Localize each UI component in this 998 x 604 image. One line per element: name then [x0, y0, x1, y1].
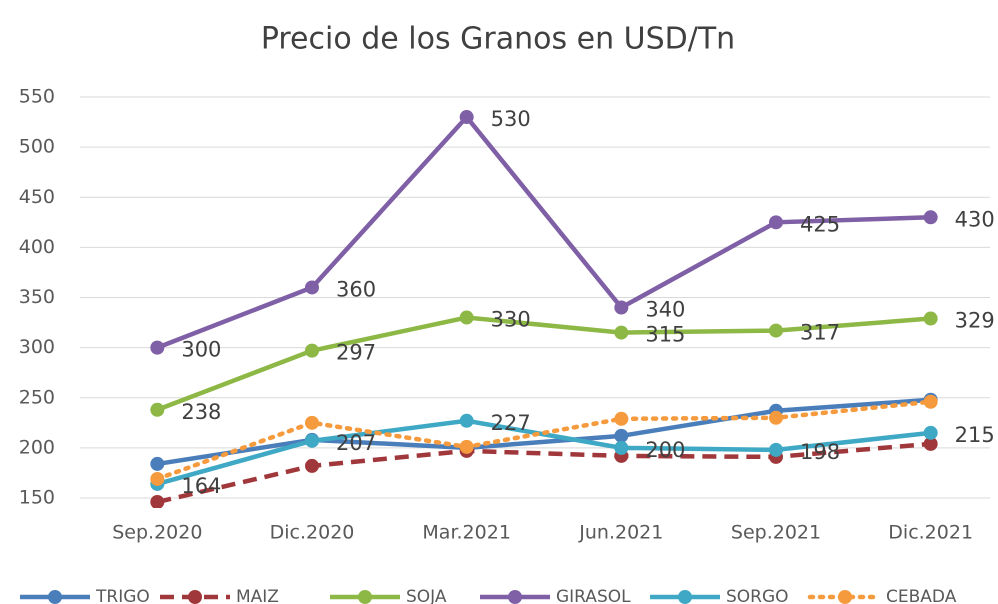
data-label: 227 — [491, 411, 531, 435]
data-label: 317 — [800, 321, 840, 345]
data-point — [150, 340, 165, 355]
y-tick-label: 200 — [19, 436, 55, 458]
data-point — [769, 410, 783, 425]
legend-label: TRIGO — [95, 587, 150, 604]
data-label: 360 — [336, 277, 376, 301]
data-point — [305, 280, 319, 295]
y-tick-label: 400 — [19, 236, 55, 258]
legend-label: GIRASOL — [556, 587, 631, 604]
chart-title: Precio de los Granos en USD/Tn — [261, 22, 735, 57]
x-tick-label: Mar.2021 — [422, 522, 511, 544]
legend-marker — [508, 590, 522, 604]
data-point — [614, 300, 629, 315]
x-tick-label: Jun.2021 — [578, 522, 663, 544]
legend-marker — [358, 590, 372, 604]
series-line — [156, 441, 931, 505]
y-tick-label: 550 — [19, 86, 55, 108]
data-point — [923, 436, 938, 451]
legend-marker — [838, 590, 852, 604]
data-label: 425 — [800, 212, 840, 236]
y-tick-label: 250 — [19, 386, 55, 408]
legend-label: CEBADA — [886, 587, 957, 604]
data-point — [459, 110, 474, 125]
data-label: 297 — [336, 341, 376, 365]
legend-label: MAIZ — [236, 587, 279, 604]
data-point — [150, 456, 165, 471]
legend-label: SORGO — [726, 587, 789, 604]
data-point — [150, 495, 165, 508]
data-label: 530 — [491, 107, 531, 131]
y-tick-label: 150 — [19, 487, 55, 509]
legend-marker — [678, 590, 692, 604]
series-line — [155, 399, 933, 482]
data-label: 329 — [955, 309, 995, 333]
x-tick-label: Dic.2021 — [888, 522, 973, 544]
legend-marker — [48, 590, 62, 604]
legend-marker — [188, 590, 202, 604]
data-label: 315 — [645, 323, 685, 347]
x-tick-label: Dic.2020 — [270, 522, 355, 544]
data-point — [769, 215, 783, 230]
data-point — [305, 433, 319, 448]
data-label: 164 — [181, 474, 221, 498]
data-point — [459, 310, 474, 325]
legend: TRIGO MAIZ SOJA GIRASOL SORGO CEBADA — [20, 587, 957, 604]
series-line — [156, 397, 931, 467]
data-point — [305, 415, 319, 430]
y-tick-label: 350 — [19, 286, 55, 308]
data-label: 340 — [645, 298, 685, 322]
data-point — [150, 402, 165, 417]
legend-label: SOJA — [406, 587, 447, 604]
data-label: 198 — [800, 440, 840, 464]
grid: 150 200 250 300 350 400 450 500 550 Sep.2020 Dic.2… — [19, 86, 990, 544]
data-point — [459, 439, 474, 454]
data-label: 207 — [336, 431, 376, 455]
series-line — [156, 113, 931, 350]
data-label: 200 — [645, 438, 685, 462]
data-point — [614, 411, 629, 426]
data-point — [614, 440, 629, 455]
data-point — [923, 394, 938, 409]
data-point — [923, 210, 938, 225]
data-point — [459, 413, 474, 428]
plot-area — [150, 110, 938, 508]
x-tick-label: Sep.2021 — [731, 522, 821, 544]
y-tick-label: 300 — [19, 336, 55, 358]
data-point — [614, 325, 629, 340]
data-label: 330 — [491, 308, 531, 332]
data-point — [614, 428, 629, 443]
series-line — [156, 315, 931, 412]
data-point — [923, 425, 938, 440]
data-point — [305, 458, 319, 473]
data-point — [769, 323, 783, 338]
data-point — [150, 471, 165, 486]
data-label: 238 — [181, 400, 221, 424]
data-point — [923, 311, 938, 326]
data-label: 430 — [955, 207, 995, 231]
data-labels: 238 297 330 315 317 329 300 360 530 340 425 430 164 2… — [181, 107, 994, 498]
data-point — [769, 442, 783, 457]
x-tick-label: Sep.2020 — [112, 522, 202, 544]
y-tick-label: 500 — [19, 136, 55, 158]
data-label: 300 — [181, 338, 221, 362]
y-tick-label: 450 — [19, 186, 55, 208]
data-label: 215 — [955, 423, 995, 447]
data-point — [305, 343, 319, 358]
